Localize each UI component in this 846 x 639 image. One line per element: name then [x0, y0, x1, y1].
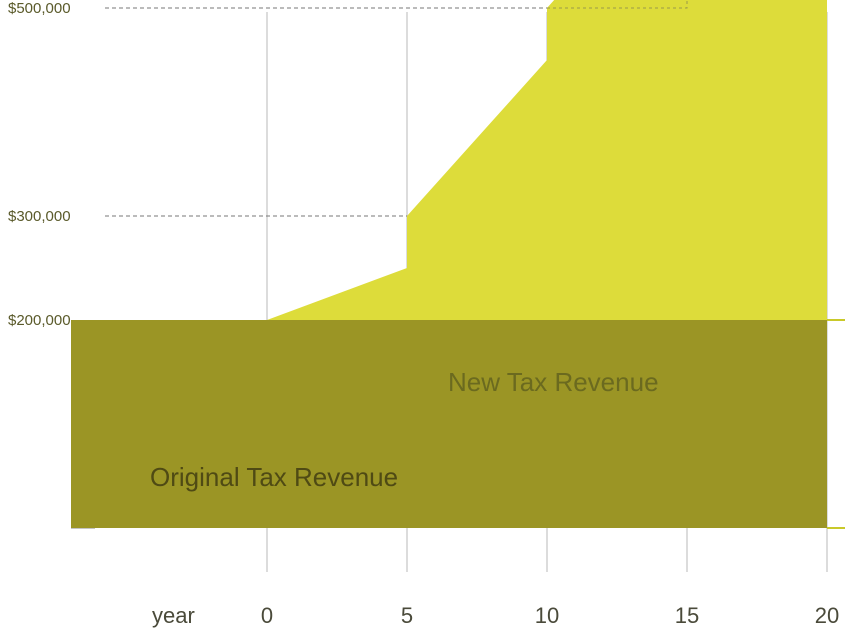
x-tick-label-0: 0	[261, 603, 273, 628]
y-tick-label-300000: $300,000	[8, 208, 71, 225]
revenue-areas	[71, 0, 827, 528]
new-tax-revenue-area	[267, 0, 827, 320]
x-tick-label-15: 15	[675, 603, 699, 628]
step-guides	[547, 0, 688, 9]
y-tick-label-200000: $200,000	[8, 312, 71, 329]
x-tick-label-10: 10	[535, 603, 559, 628]
x-axis-label: year	[152, 603, 195, 628]
reference-lines	[105, 7, 547, 217]
original-tax-revenue-area	[71, 320, 827, 528]
chart-labels: $200,000$300,000$500,000$700,000year0510…	[8, 0, 839, 628]
series-label-original-tax-revenue: Original Tax Revenue	[150, 462, 398, 492]
step-guide	[547, 0, 688, 9]
edge-marks	[827, 319, 845, 529]
y-tick-label-500000: $500,000	[8, 0, 71, 17]
series-label-new-tax-revenue: New Tax Revenue	[448, 367, 659, 397]
x-tick-label-20: 20	[815, 603, 839, 628]
x-tick-label-5: 5	[401, 603, 413, 628]
